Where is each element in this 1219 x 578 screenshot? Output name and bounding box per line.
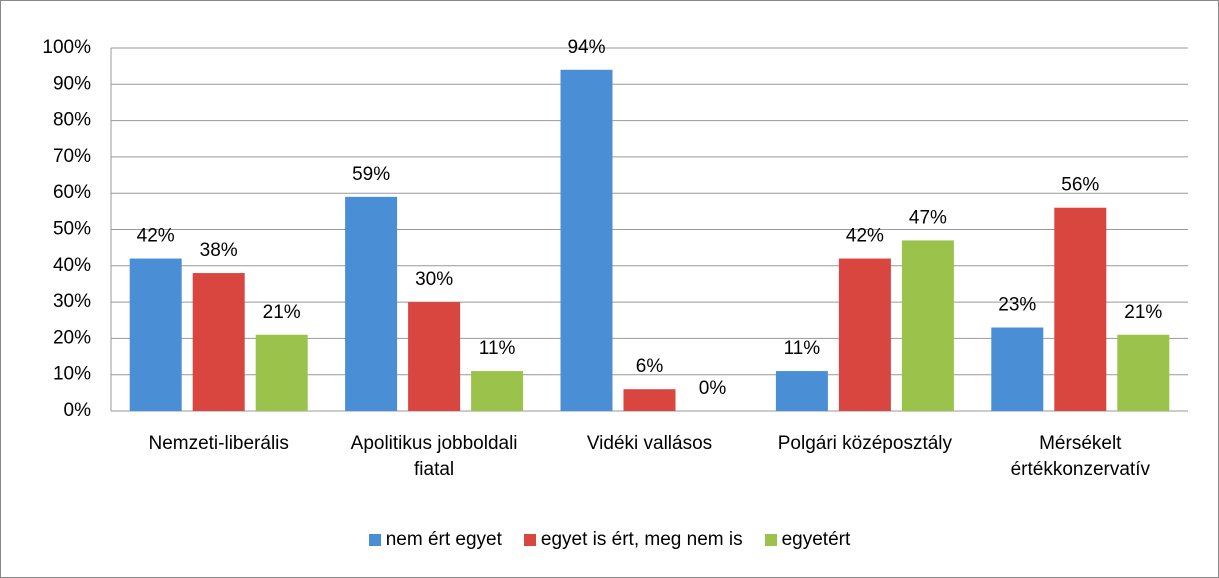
data-label: 30% [415, 269, 453, 290]
legend: nem ért egyet egyet is ért, meg nem is egy… [1, 529, 1218, 551]
bar [901, 240, 954, 411]
bar [623, 389, 676, 411]
y-tick-label: 0% [64, 400, 92, 421]
bar [345, 196, 398, 411]
bar [471, 371, 524, 411]
data-label: 11% [479, 338, 516, 359]
legend-label: egyetért [781, 529, 851, 550]
bar [255, 334, 308, 411]
data-label: 0% [699, 378, 727, 399]
bar [991, 327, 1044, 411]
bar [192, 273, 245, 411]
y-tick-label: 60% [53, 182, 91, 203]
data-label: 56% [1061, 175, 1099, 196]
y-tick-label: 20% [53, 327, 91, 348]
y-tick-label: 40% [53, 255, 91, 276]
data-label: 94% [567, 37, 605, 58]
data-label: 42% [137, 226, 175, 247]
data-label: 21% [263, 302, 301, 323]
legend-swatch [368, 534, 381, 546]
data-label: 11% [784, 338, 821, 359]
bar [1117, 334, 1170, 411]
data-label: 6% [636, 356, 664, 377]
y-tick-label: 50% [53, 219, 91, 240]
x-tick-label: Polgári középosztály [777, 433, 953, 454]
bar [838, 258, 891, 411]
x-tick-label: Apolitikus jobboldali fiatal [350, 433, 518, 480]
data-label: 47% [909, 207, 947, 228]
bar [408, 302, 461, 411]
x-tick-label: Nemzeti-liberális [148, 433, 289, 454]
legend-item: nem ért egyet [368, 529, 502, 551]
data-label: 38% [200, 240, 238, 261]
bar [775, 371, 828, 411]
legend-item: egyetért [764, 529, 851, 551]
bar [1054, 207, 1107, 411]
data-label: 21% [1124, 302, 1162, 323]
data-label: 23% [998, 295, 1036, 316]
y-tick-label: 90% [53, 73, 91, 94]
legend-swatch [523, 534, 536, 546]
data-label: 59% [352, 164, 390, 185]
x-tick-label: Vidéki vallásos [586, 433, 713, 454]
legend-swatch [764, 534, 777, 546]
data-label: 42% [846, 226, 884, 247]
bar [560, 69, 613, 411]
bar [129, 258, 182, 411]
y-tick-label: 100% [42, 37, 91, 58]
legend-label: nem ért egyet [385, 529, 502, 550]
y-tick-label: 30% [53, 291, 91, 312]
y-tick-label: 10% [53, 364, 91, 385]
legend-label: egyet is ért, meg nem is [540, 529, 743, 550]
legend-item: egyet is ért, meg nem is [523, 529, 743, 551]
y-tick-label: 70% [53, 146, 91, 167]
y-tick-label: 80% [53, 110, 91, 131]
x-tick-label: Mérsékelt értékkonzervatív [1010, 433, 1150, 480]
